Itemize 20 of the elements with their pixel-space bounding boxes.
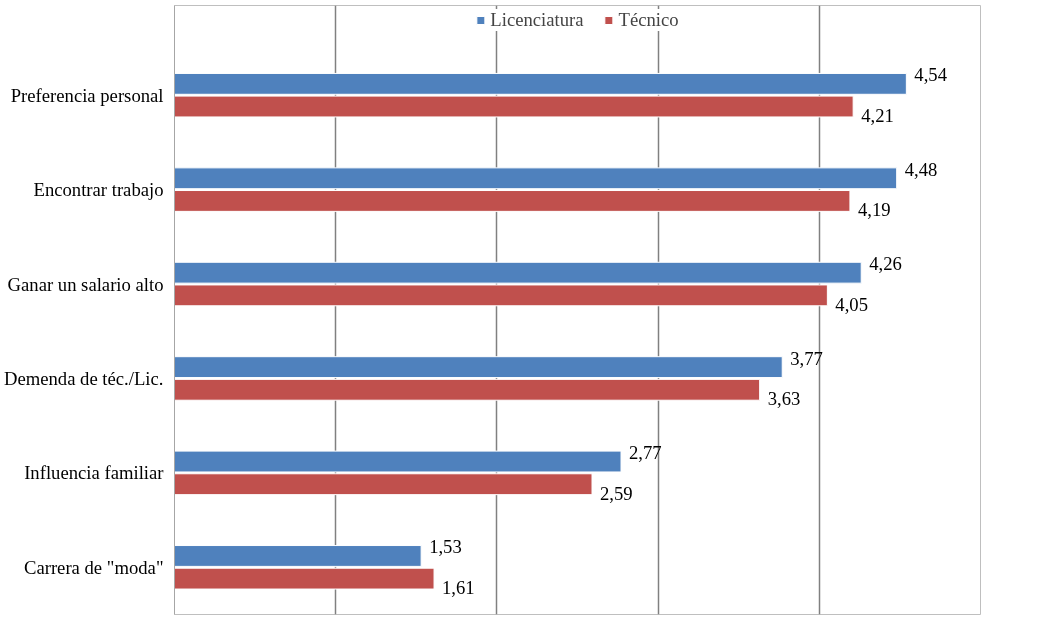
y-tick-label: Ganar un salario alto xyxy=(7,273,164,295)
data-label: 3,63 xyxy=(767,388,801,410)
data-label: 4,48 xyxy=(904,158,938,180)
data-label: 3,77 xyxy=(790,347,823,369)
data-label: 4,26 xyxy=(869,253,902,275)
y-tick-label: Demenda de téc./Lic. xyxy=(3,367,164,389)
legend-label: Técnico xyxy=(618,9,679,31)
data-label: 1,61 xyxy=(442,577,475,599)
y-tick-label: Carrera de "moda" xyxy=(23,556,164,578)
legend-label: Licenciatura xyxy=(490,9,584,31)
data-label: 1,53 xyxy=(429,536,462,558)
data-label: 2,77 xyxy=(629,442,662,464)
y-tick-label: Preferencia personal xyxy=(10,84,164,106)
data-label: 4,19 xyxy=(857,199,891,221)
y-tick-label: Influencia familiar xyxy=(24,462,165,484)
data-label: 4,05 xyxy=(835,293,869,315)
y-tick-label: Encontrar trabajo xyxy=(33,179,164,201)
data-label: 2,59 xyxy=(600,482,633,504)
data-label: 4,54 xyxy=(914,64,948,86)
data-label: 4,21 xyxy=(861,105,894,127)
